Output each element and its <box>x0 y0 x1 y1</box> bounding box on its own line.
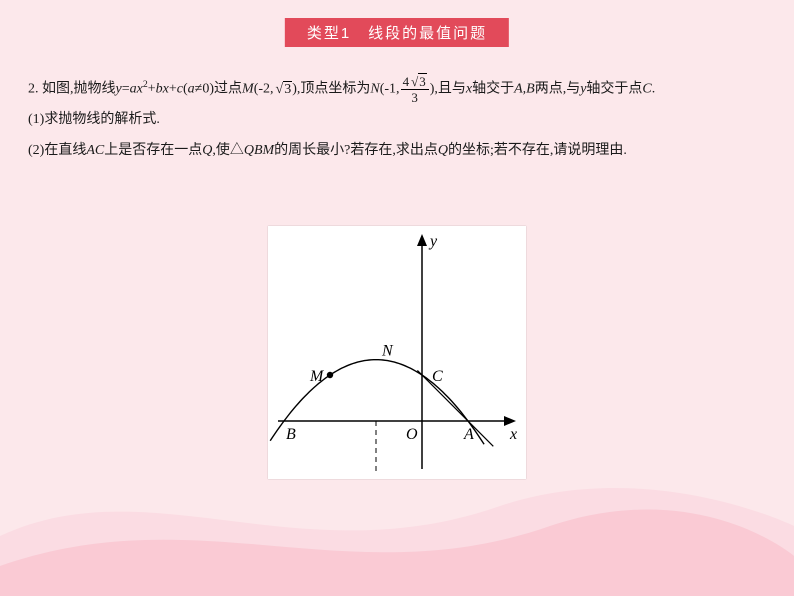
q2-QBM: QBM <box>244 143 274 158</box>
q2-ta: 在直线 <box>44 143 86 158</box>
rad-3a: 3 <box>283 81 292 97</box>
svg-text:x: x <box>509 426 517 443</box>
q2-td: 的周长最小?若存在,求出点 <box>274 143 438 158</box>
eq-p2: + <box>169 82 177 97</box>
q2-tri: △ <box>230 143 244 158</box>
q2-Q2: Q <box>438 143 448 158</box>
banner-label: 类型1 线段的最值问题 <box>307 25 487 42</box>
svg-text:B: B <box>286 426 296 443</box>
stem-prefix: 如图,抛物线 <box>42 82 116 97</box>
eq-eq: = <box>122 82 130 97</box>
problem-text: 2. 如图,抛物线y=ax2+bx+c(a≠0)过点M(-2,3),顶点坐标为N… <box>28 74 766 167</box>
stem-m3: 且与 <box>438 82 466 97</box>
question-2: (2)在直线AC上是否存在一点Q,使△QBM的周长最小?若存在,求出点Q的坐标;… <box>28 136 766 167</box>
figure-svg: y x O A B C M N <box>268 226 526 479</box>
eq-a2: a <box>188 82 195 97</box>
q2-label: (2) <box>28 143 44 158</box>
stem-m5: 两点,与 <box>535 82 581 97</box>
frac-N: 433 <box>401 75 429 104</box>
q1-text: 求抛物线的解析式. <box>44 112 160 127</box>
stem-m2: 顶点坐标为 <box>300 82 370 97</box>
q2-te: 的坐标;若不存在,请说明理由. <box>448 143 627 158</box>
eq-b: bx <box>156 82 169 97</box>
problem-number: 2. <box>28 82 39 97</box>
q2-Q: Q <box>202 143 212 158</box>
svg-text:N: N <box>381 343 394 360</box>
svg-text:O: O <box>406 426 418 443</box>
stem-m6: 轴交于点 <box>586 82 642 97</box>
pt-M: M <box>242 82 254 97</box>
svg-text:M: M <box>309 368 325 385</box>
category-banner: 类型1 线段的最值问题 <box>285 18 509 47</box>
stem-m4: 轴交于 <box>472 82 514 97</box>
pt-N-o: (-1, <box>380 82 400 97</box>
q2-tc: ,使 <box>212 143 230 158</box>
pt-N: N <box>370 82 379 97</box>
frac-num: 43 <box>401 75 429 90</box>
stem-m1: 过点 <box>214 82 242 97</box>
q2-tb: 上是否存在一点 <box>104 143 202 158</box>
svg-text:y: y <box>428 233 438 250</box>
pts-AB: A,B <box>514 82 535 97</box>
problem-stem: 2. 如图,抛物线y=ax2+bx+c(a≠0)过点M(-2,3),顶点坐标为N… <box>28 74 766 105</box>
sqrt-3a: 3 <box>274 75 293 106</box>
eq-p1: + <box>148 82 156 97</box>
pt-M-o: (-2, <box>254 82 274 97</box>
pt-N-c: ), <box>430 82 438 97</box>
parabola-figure: y x O A B C M N <box>268 226 526 479</box>
q1-label: (1) <box>28 112 44 127</box>
svg-text:A: A <box>463 426 474 443</box>
stem-end: . <box>652 82 656 97</box>
pt-C: C <box>642 82 651 97</box>
frac-den: 3 <box>401 90 429 104</box>
q2-AC: AC <box>86 143 104 158</box>
eq-a: ax <box>130 82 143 97</box>
svg-text:C: C <box>432 368 443 385</box>
rad-3b: 3 <box>418 73 427 89</box>
question-1: (1)求抛物线的解析式. <box>28 105 766 136</box>
sqrt-3b: 3 <box>409 75 427 88</box>
eq-neq: ≠0) <box>195 82 214 97</box>
